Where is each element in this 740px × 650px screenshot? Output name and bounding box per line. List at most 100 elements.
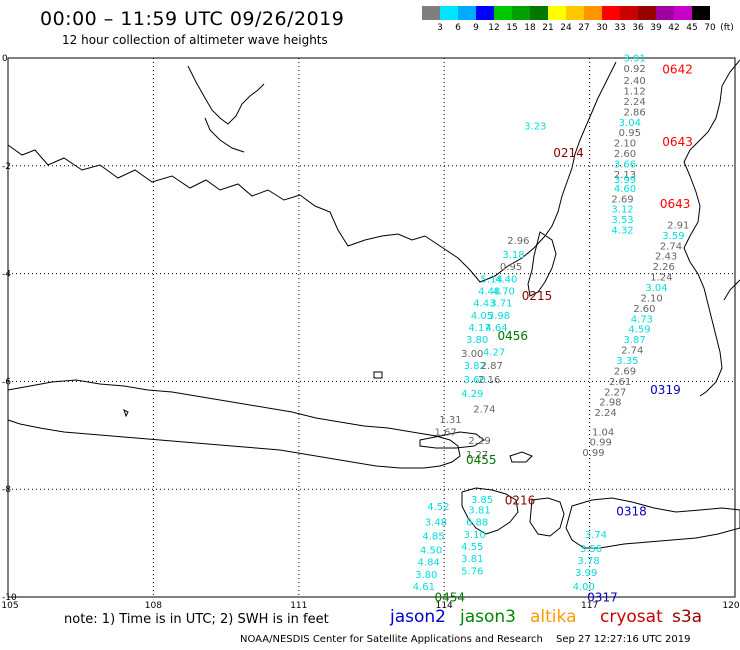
colorbar-swatch xyxy=(620,6,638,20)
swh-value-label: 3.78 xyxy=(577,556,599,567)
coastline-borneo-inland xyxy=(204,117,245,153)
swh-value-label: 2.98 xyxy=(599,398,621,409)
x-tick-label: 120 xyxy=(722,601,739,611)
swh-value-label: 4.00 xyxy=(573,582,595,593)
swh-value-label: 4.40 xyxy=(495,274,517,285)
swh-value-label: 4.32 xyxy=(611,226,633,237)
colorbar-swatch xyxy=(602,6,620,20)
swh-value-label: 1.67 xyxy=(435,427,457,438)
colorbar-tick-label: 39 xyxy=(650,23,662,33)
pass-time-label: 0214 xyxy=(553,146,584,160)
swh-value-label: 2.29 xyxy=(468,436,490,447)
swh-value-label: 2.16 xyxy=(478,375,500,386)
colorbar-unit-label: (ft) xyxy=(720,23,734,33)
swh-value-label: 3.66 xyxy=(614,160,636,171)
coastline-lombok xyxy=(529,497,565,537)
swh-value-label: 3.23 xyxy=(524,121,546,132)
colorbar-tick-label: 18 xyxy=(524,23,536,33)
pass-time-labels: 0642 0643 0643 0214 0215 0216 0456 0455 0454 0319… xyxy=(435,62,693,604)
swh-value-label: 3.80 xyxy=(415,570,437,581)
swh-value-label: 1.12 xyxy=(624,87,646,98)
satellite-altika: altika xyxy=(530,607,577,627)
swh-value-label: 4.70 xyxy=(493,286,515,297)
x-tick-label: 111 xyxy=(290,601,307,611)
coastline-sumbawa xyxy=(565,497,740,549)
colorbar-tick-label: 30 xyxy=(596,23,608,33)
colorbar-tick-label: 24 xyxy=(560,23,572,33)
swh-value-label: 2.13 xyxy=(614,170,636,181)
swh-value-label: 3.10 xyxy=(464,530,486,541)
x-tick-label: 108 xyxy=(145,601,162,611)
swh-value-label: 2.86 xyxy=(624,107,646,118)
credit-line: NOAA/NESDIS Center for Satellite Applica… xyxy=(240,634,543,645)
colorbar-swatch xyxy=(566,6,584,20)
satellite-jason3: jason3 xyxy=(460,607,516,627)
swh-value-label: 3.00 xyxy=(461,349,483,360)
coastline-laut-island xyxy=(527,231,557,297)
colorbar-tick-label: 9 xyxy=(473,23,479,33)
colorbar-swatch xyxy=(692,6,710,20)
map-border xyxy=(7,57,736,598)
chart-title: 00:00 – 11:59 UTC 09/26/2019 xyxy=(40,8,345,30)
pass-time-label: 0216 xyxy=(505,494,536,508)
swh-value-label: 4.55 xyxy=(461,542,483,553)
swh-value-label: 3.91 xyxy=(624,53,646,64)
swh-value-label: 1.27 xyxy=(466,450,488,461)
swh-value-label: 0.95 xyxy=(619,128,641,139)
swh-value-label: 3.35 xyxy=(616,356,638,367)
chart-subtitle: 12 hour collection of altimeter wave hei… xyxy=(62,33,328,47)
swh-value-label: 2.60 xyxy=(633,304,655,315)
colorbar-swatch xyxy=(530,6,548,20)
coastline-islet xyxy=(373,371,383,379)
swh-value-label: 4.60 xyxy=(614,184,636,195)
swh-value-label: 3.04 xyxy=(645,283,667,294)
swh-value-label: 4.17 xyxy=(468,323,490,334)
swh-value-label: 3.74 xyxy=(585,530,607,541)
colorbar-tick-label: 42 xyxy=(668,23,680,33)
colorbar-swatch xyxy=(584,6,602,20)
swh-value-label: 2.61 xyxy=(609,377,631,388)
swh-value-label: 4.05 xyxy=(471,311,493,322)
swh-value-label: 2.69 xyxy=(614,366,636,377)
colorbar-tick-label: 36 xyxy=(632,23,644,33)
colorbar-tick-label: 70 xyxy=(704,23,716,33)
colorbar-swatch xyxy=(548,6,566,20)
swh-value-label: 4.50 xyxy=(420,546,442,557)
swh-value-label: 2.91 xyxy=(667,220,689,231)
swh-value-label: 4.27 xyxy=(483,347,505,358)
pass-time-label: 0318 xyxy=(616,504,647,518)
colorbar-tick-label: 3 xyxy=(437,23,443,33)
coastline-madura xyxy=(419,431,485,449)
swh-value-label: 2.10 xyxy=(640,293,662,304)
colorbar-swatch xyxy=(512,6,530,20)
swh-value-label: 3.80 xyxy=(466,335,488,346)
y-tick-label: -6 xyxy=(2,377,11,387)
wave-height-labels: 3.910.922.401.122.242.863.040.952.102.60… xyxy=(413,53,690,593)
colorbar-swatch xyxy=(440,6,458,20)
swh-value-label: 6.88 xyxy=(466,518,488,529)
pass-time-label: 0215 xyxy=(522,289,553,303)
swh-value-label: 4.73 xyxy=(631,314,653,325)
swh-value-label: 3.12 xyxy=(611,205,633,216)
x-tick-label: 117 xyxy=(581,601,598,611)
swh-value-label: 1.04 xyxy=(592,427,614,438)
swh-value-label: 2.27 xyxy=(604,387,626,398)
swh-value-label: 2.24 xyxy=(624,97,646,108)
pass-time-label: 0454 xyxy=(435,591,466,605)
swh-value-label: 4.61 xyxy=(413,582,435,593)
x-tick-label: 114 xyxy=(436,601,453,611)
generation-timestamp: Sep 27 12:27:16 UTC 2019 xyxy=(556,634,691,645)
swh-value-label: 2.26 xyxy=(653,262,675,273)
swh-value-label: 1.24 xyxy=(650,273,672,284)
swh-value-label: 2.60 xyxy=(614,149,636,160)
swh-value-label: 5.14 xyxy=(481,274,503,285)
swh-value-label: 2.74 xyxy=(621,346,643,357)
colorbar-swatch xyxy=(422,6,440,20)
swh-value-label: 2.74 xyxy=(473,405,495,416)
swh-value-label: 3.81 xyxy=(468,506,490,517)
coastline-borneo-north xyxy=(187,65,265,125)
pass-time-label: 0319 xyxy=(650,383,681,397)
map-frame xyxy=(7,57,736,598)
pass-time-label: 0642 xyxy=(662,62,693,76)
